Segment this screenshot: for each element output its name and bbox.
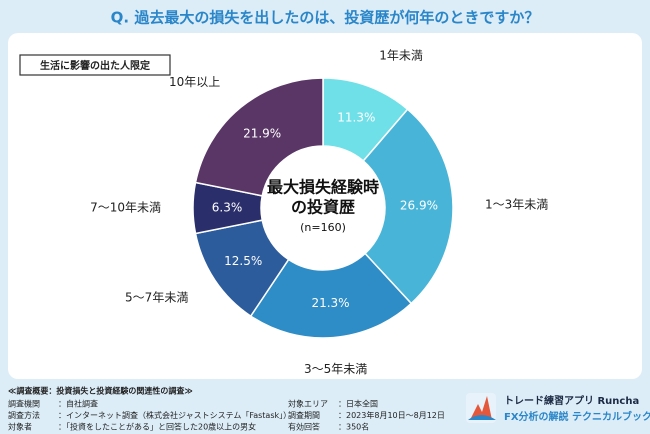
logo-icon	[466, 393, 496, 423]
panel	[8, 33, 642, 379]
category-label: 3～5年未満	[304, 362, 367, 376]
category-label: 10年以上	[169, 75, 220, 89]
footer-value: ：「投資をしたことがある」と回答した20歳以上の男女	[58, 422, 256, 432]
center-label: の投資歴	[291, 198, 355, 217]
footer-key: 有効回答	[288, 422, 320, 432]
brand-sub: FX分析の解説 テクニカルブック	[504, 410, 650, 423]
center-label: 最大損失経験時	[267, 178, 379, 197]
footer-value: ：自社調査	[58, 399, 98, 409]
value-label: 21.9%	[243, 126, 281, 140]
badge-box	[19, 54, 171, 76]
category-label: 1年未満	[379, 49, 423, 63]
category-label: 5～7年未満	[125, 291, 188, 305]
donut-segment	[194, 77, 324, 197]
value-label: 11.3%	[337, 110, 375, 124]
footer-key: 対象エリア	[288, 399, 328, 409]
footer-value: ：日本全国	[338, 399, 378, 409]
footer-value: ：2023年8月10日～8月12日	[338, 410, 445, 420]
center-label: (n=160)	[300, 221, 346, 234]
donut-segment	[362, 108, 454, 305]
badge: 生活に影響の出た人限定	[40, 59, 150, 72]
chart-title: Q. 過去最大の損失を出したのは、投資歴が何年のときですか？	[111, 9, 540, 27]
brand: トレード練習アプリ Runcha	[504, 394, 639, 407]
footer-key: 調査機関	[8, 399, 40, 409]
donut-segment	[249, 252, 413, 339]
footer-key: 対象者	[8, 422, 32, 432]
category-label: 7～10年未満	[90, 201, 161, 215]
value-label: 12.5%	[224, 254, 262, 268]
value-label: 6.3%	[212, 201, 243, 215]
footer-key: 調査方法	[8, 410, 40, 420]
value-label: 26.9%	[400, 199, 438, 213]
footer-value: ：350名	[338, 422, 369, 432]
value-label: 21.3%	[311, 296, 349, 310]
footer-heading: ≪調査概要：投資損失と投資経験の関連性の調査≫	[8, 386, 193, 396]
footer-key: 調査期間	[288, 410, 320, 420]
category-label: 1～3年未満	[485, 197, 548, 211]
footer-value: ：インターネット調査（株式会社ジャストシステム「Fastask」）	[58, 410, 291, 420]
